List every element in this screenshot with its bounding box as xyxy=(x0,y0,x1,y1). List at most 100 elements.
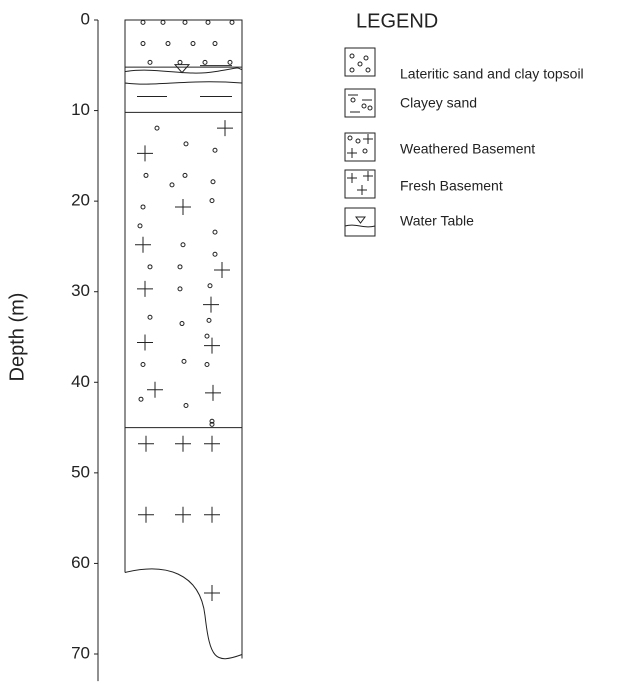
wave xyxy=(344,224,376,228)
cross xyxy=(137,145,153,162)
tick-label: 60 xyxy=(71,553,90,572)
legend-swatch xyxy=(344,207,376,237)
cross xyxy=(347,148,357,158)
grain xyxy=(350,97,356,103)
water-symbol xyxy=(173,64,191,74)
cross xyxy=(205,384,221,401)
water-table xyxy=(124,67,243,74)
legend-swatch xyxy=(344,169,376,199)
legend-item: Lateritic sand and clay topsoil xyxy=(344,47,584,82)
grain xyxy=(229,19,235,25)
legend-item: Weathered Basement xyxy=(344,132,535,162)
tick-label: 10 xyxy=(71,100,90,119)
grain xyxy=(365,67,371,73)
grain xyxy=(209,421,215,427)
cross xyxy=(203,296,219,313)
grain xyxy=(209,198,215,204)
cross xyxy=(204,337,220,354)
cross xyxy=(137,334,153,351)
cross xyxy=(347,173,357,183)
grain xyxy=(180,242,186,248)
grain xyxy=(202,59,208,65)
cross xyxy=(147,381,163,398)
grain xyxy=(347,135,353,141)
cross xyxy=(363,134,373,144)
grain xyxy=(147,59,153,65)
tick-label: 70 xyxy=(71,643,90,662)
grain xyxy=(137,223,143,229)
tick-label: 40 xyxy=(71,372,90,391)
grain xyxy=(154,125,160,131)
grain xyxy=(367,105,373,111)
column-outline xyxy=(124,19,243,659)
cross xyxy=(204,435,220,452)
legend-label: Lateritic sand and clay topsoil xyxy=(400,66,584,82)
grain xyxy=(362,148,368,154)
grain xyxy=(160,19,166,25)
grain xyxy=(212,229,218,235)
grain xyxy=(355,138,361,144)
legend-label: Weathered Basement xyxy=(400,141,535,157)
grain xyxy=(349,53,355,59)
cross xyxy=(137,280,153,297)
legend-item: Clayey sand xyxy=(344,88,477,118)
legend-label: Clayey sand xyxy=(400,95,477,111)
grain xyxy=(169,182,175,188)
cross xyxy=(204,584,220,601)
grain xyxy=(140,19,146,25)
tick-label: 50 xyxy=(71,462,90,481)
tick-label: 20 xyxy=(71,191,90,210)
legend-label: Water Table xyxy=(400,213,474,229)
grain xyxy=(349,67,355,73)
grain xyxy=(206,317,212,323)
water-symbol xyxy=(355,216,366,224)
cross xyxy=(138,506,154,523)
legend-item: Fresh Basement xyxy=(344,169,503,199)
grain xyxy=(182,19,188,25)
legend-swatch xyxy=(344,47,376,77)
grain xyxy=(204,362,210,368)
cross xyxy=(135,236,151,253)
cross xyxy=(217,120,233,137)
grain xyxy=(183,403,189,409)
grain xyxy=(363,55,369,61)
grain xyxy=(181,358,187,364)
grain xyxy=(177,59,183,65)
grain xyxy=(361,103,367,109)
grain xyxy=(143,172,149,178)
cross xyxy=(138,435,154,452)
legend-label: Fresh Basement xyxy=(400,178,503,194)
grain xyxy=(147,314,153,320)
cross xyxy=(175,435,191,452)
grain xyxy=(183,141,189,147)
column xyxy=(124,19,243,660)
grain xyxy=(177,264,183,270)
grain xyxy=(227,59,233,65)
legend-swatch xyxy=(344,132,376,162)
cross xyxy=(175,198,191,215)
grain xyxy=(210,179,216,185)
grain xyxy=(357,61,363,67)
grain xyxy=(204,333,210,339)
legend-swatch xyxy=(344,88,376,118)
cross xyxy=(357,185,367,195)
cross xyxy=(363,171,373,181)
cross xyxy=(175,506,191,523)
grain xyxy=(212,147,218,153)
legend-item: Water Table xyxy=(344,207,474,237)
grain xyxy=(140,41,146,47)
axis-label: Depth (m) xyxy=(6,293,28,382)
grain xyxy=(212,41,218,47)
grain xyxy=(177,286,183,292)
grain xyxy=(212,251,218,257)
grain xyxy=(138,396,144,402)
grain xyxy=(205,19,211,25)
grain xyxy=(147,264,153,270)
grain xyxy=(179,321,185,327)
grain xyxy=(182,172,188,178)
cross xyxy=(214,261,230,278)
grain xyxy=(190,41,196,47)
tick-label: 30 xyxy=(71,281,90,300)
grain xyxy=(140,362,146,368)
